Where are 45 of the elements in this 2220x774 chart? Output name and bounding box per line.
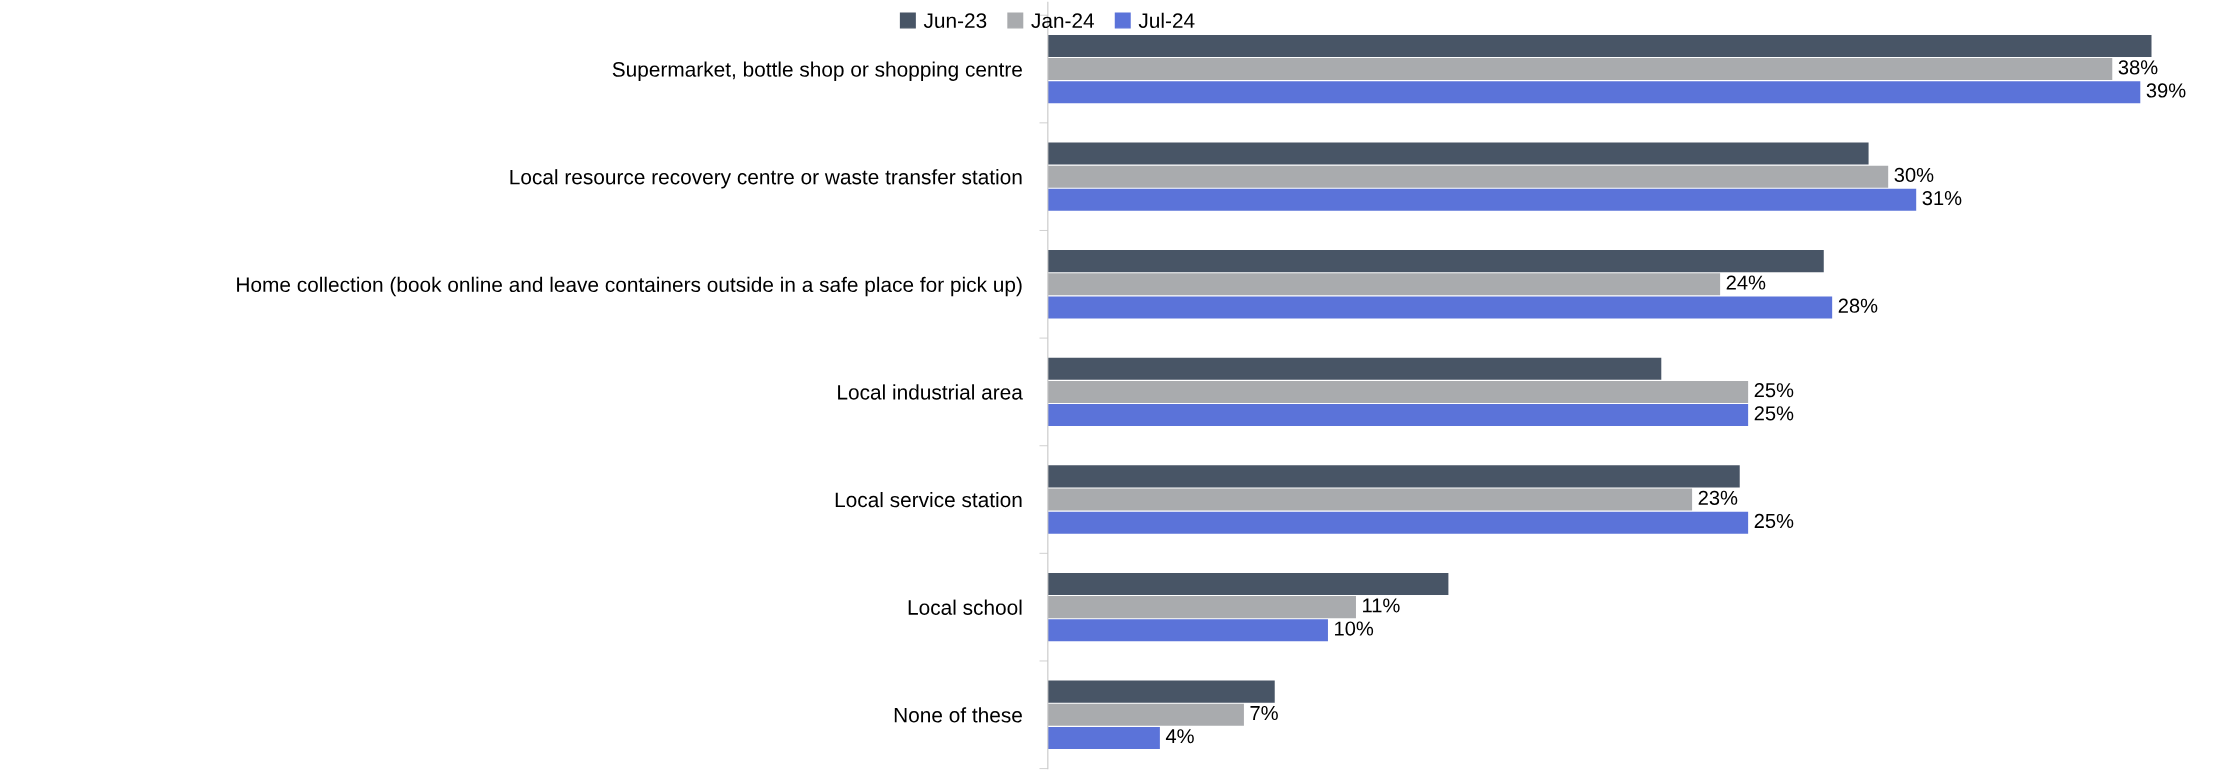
legend-label: Jun-23 (923, 13, 987, 29)
data-label: 4% (1165, 729, 1194, 744)
data-label: 24% (1726, 275, 1766, 290)
data-label: 38% (2118, 60, 2158, 75)
data-label: 23% (1698, 490, 1738, 505)
y-tick-label: Home collection (book online and leave containers outside in a safe place for pick up) (237, 276, 1022, 297)
bar (1047, 188, 1917, 211)
bar (1047, 357, 1662, 380)
y-tick-label: Supermarket, bottle shop or shopping centre (612, 61, 1022, 81)
data-label: 25% (1754, 406, 1794, 421)
bar (1047, 273, 1721, 296)
bar (1047, 596, 1356, 619)
bar (1047, 511, 1749, 534)
y-tick-label: Local service station (835, 491, 1022, 508)
bar (1047, 488, 1693, 511)
bar (1047, 380, 1749, 403)
data-label: 28% (1838, 298, 1878, 313)
data-label: 10% (1335, 621, 1374, 636)
bar (1047, 404, 1749, 427)
legend-label: Jul-24 (1138, 12, 1195, 29)
data-label: 31% (1922, 190, 1962, 206)
data-label: 39% (2146, 83, 2186, 98)
data-label: 7% (1250, 706, 1278, 721)
bar (1047, 680, 1275, 703)
bar (1047, 58, 2113, 81)
y-tick-label: None of these (894, 707, 1022, 723)
bar (1047, 250, 1824, 273)
y-tick-label: Local resource recovery centre or waste transfer station (510, 169, 1022, 189)
bar (1047, 703, 1244, 726)
bar (1047, 619, 1328, 642)
bar (1047, 726, 1160, 749)
bar (1047, 81, 2141, 104)
legend-label: Jan-24 (1031, 13, 1095, 29)
bar (1047, 142, 1869, 165)
bar (1047, 572, 1449, 596)
data-label: 25% (1754, 513, 1794, 529)
bar (1047, 34, 2152, 57)
bar (1047, 296, 1833, 319)
bar (1047, 165, 1889, 188)
data-label: 11% (1363, 598, 1400, 613)
data-label: 30% (1894, 167, 1934, 183)
y-tick-label: Local school (908, 599, 1022, 615)
bar (1047, 465, 1740, 488)
y-tick-label: Local industrial area (838, 384, 1023, 400)
data-label: 25% (1754, 383, 1794, 398)
